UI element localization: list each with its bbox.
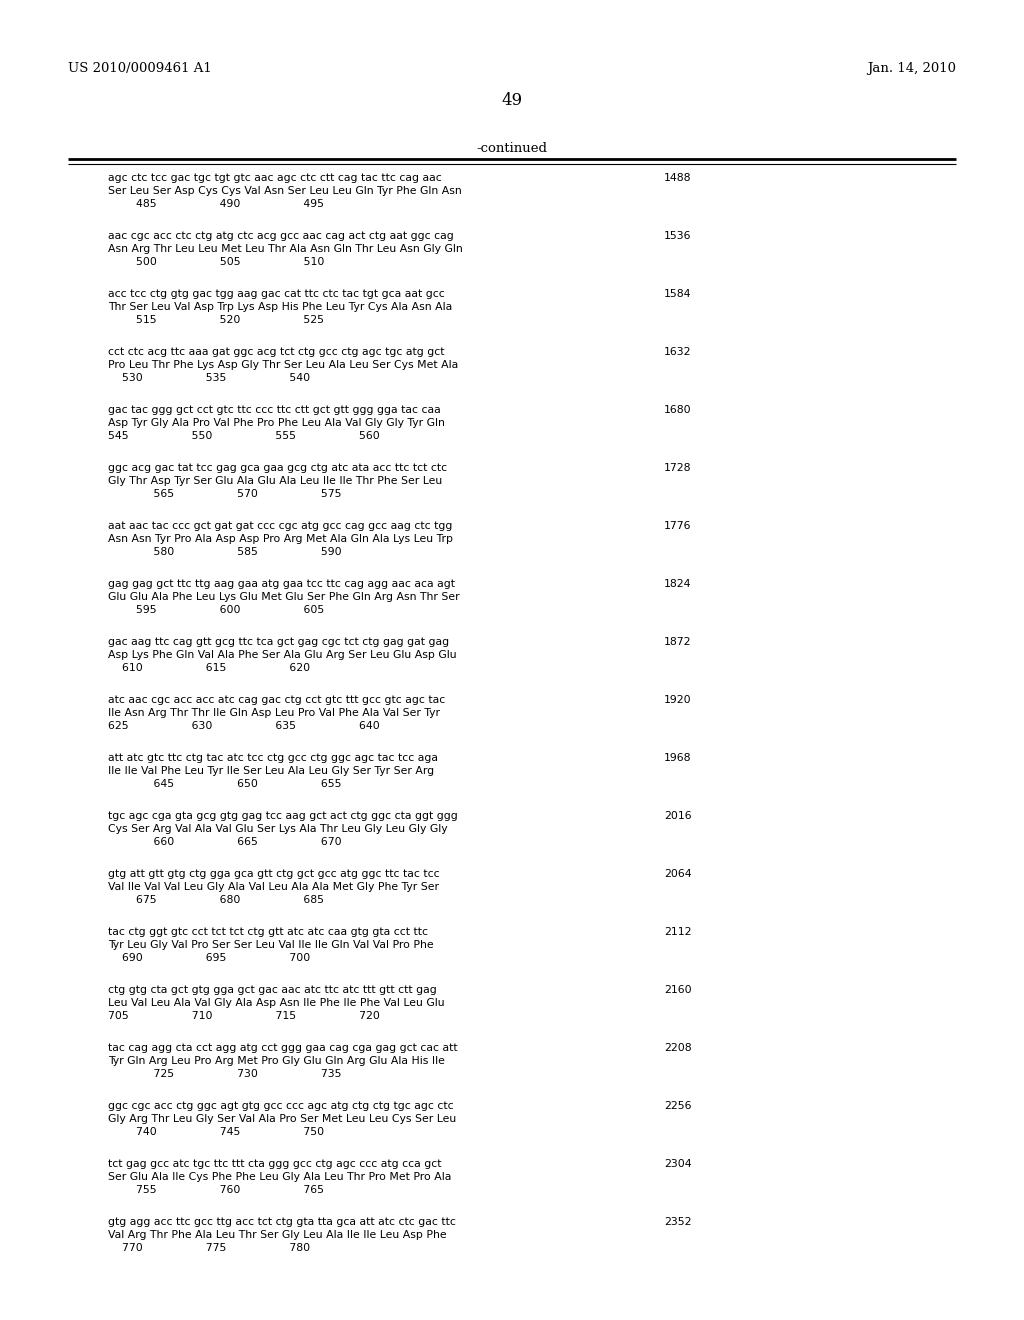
Text: acc tcc ctg gtg gac tgg aag gac cat ttc ctc tac tgt gca aat gcc: acc tcc ctg gtg gac tgg aag gac cat ttc … bbox=[108, 289, 444, 300]
Text: 485                  490                  495: 485 490 495 bbox=[108, 199, 324, 209]
Text: -continued: -continued bbox=[476, 143, 548, 154]
Text: Gly Arg Thr Leu Gly Ser Val Ala Pro Ser Met Leu Leu Cys Ser Leu: Gly Arg Thr Leu Gly Ser Val Ala Pro Ser … bbox=[108, 1114, 457, 1125]
Text: 2016: 2016 bbox=[664, 810, 691, 821]
Text: tct gag gcc atc tgc ttc ttt cta ggg gcc ctg agc ccc atg cca gct: tct gag gcc atc tgc ttc ttt cta ggg gcc … bbox=[108, 1159, 441, 1170]
Text: Asp Tyr Gly Ala Pro Val Phe Pro Phe Leu Ala Val Gly Gly Tyr Gln: Asp Tyr Gly Ala Pro Val Phe Pro Phe Leu … bbox=[108, 418, 444, 428]
Text: Jan. 14, 2010: Jan. 14, 2010 bbox=[867, 62, 956, 75]
Text: 1632: 1632 bbox=[664, 347, 691, 356]
Text: 675                  680                  685: 675 680 685 bbox=[108, 895, 324, 906]
Text: Ser Glu Ala Ile Cys Phe Phe Leu Gly Ala Leu Thr Pro Met Pro Ala: Ser Glu Ala Ile Cys Phe Phe Leu Gly Ala … bbox=[108, 1172, 452, 1181]
Text: Glu Glu Ala Phe Leu Lys Glu Met Glu Ser Phe Gln Arg Asn Thr Ser: Glu Glu Ala Phe Leu Lys Glu Met Glu Ser … bbox=[108, 591, 460, 602]
Text: tac cag agg cta cct agg atg cct ggg gaa cag cga gag gct cac att: tac cag agg cta cct agg atg cct ggg gaa … bbox=[108, 1043, 458, 1053]
Text: 515                  520                  525: 515 520 525 bbox=[108, 315, 324, 325]
Text: Gly Thr Asp Tyr Ser Glu Ala Glu Ala Leu Ile Ile Thr Phe Ser Leu: Gly Thr Asp Tyr Ser Glu Ala Glu Ala Leu … bbox=[108, 477, 442, 486]
Text: 595                  600                  605: 595 600 605 bbox=[108, 605, 325, 615]
Text: 1728: 1728 bbox=[664, 463, 691, 473]
Text: 2160: 2160 bbox=[664, 985, 691, 995]
Text: 1872: 1872 bbox=[664, 638, 691, 647]
Text: tgc agc cga gta gcg gtg gag tcc aag gct act ctg ggc cta ggt ggg: tgc agc cga gta gcg gtg gag tcc aag gct … bbox=[108, 810, 458, 821]
Text: tac ctg ggt gtc cct tct tct ctg gtt atc atc caa gtg gta cct ttc: tac ctg ggt gtc cct tct tct ctg gtt atc … bbox=[108, 927, 428, 937]
Text: 49: 49 bbox=[502, 92, 522, 110]
Text: 740                  745                  750: 740 745 750 bbox=[108, 1127, 325, 1137]
Text: atc aac cgc acc acc atc cag gac ctg cct gtc ttt gcc gtc agc tac: atc aac cgc acc acc atc cag gac ctg cct … bbox=[108, 696, 445, 705]
Text: aat aac tac ccc gct gat gat ccc cgc atg gcc cag gcc aag ctc tgg: aat aac tac ccc gct gat gat ccc cgc atg … bbox=[108, 521, 453, 531]
Text: gag gag gct ttc ttg aag gaa atg gaa tcc ttc cag agg aac aca agt: gag gag gct ttc ttg aag gaa atg gaa tcc … bbox=[108, 579, 455, 589]
Text: Val Ile Val Val Leu Gly Ala Val Leu Ala Ala Met Gly Phe Tyr Ser: Val Ile Val Val Leu Gly Ala Val Leu Ala … bbox=[108, 882, 439, 892]
Text: 645                  650                  655: 645 650 655 bbox=[108, 779, 341, 789]
Text: Asp Lys Phe Gln Val Ala Phe Ser Ala Glu Arg Ser Leu Glu Asp Glu: Asp Lys Phe Gln Val Ala Phe Ser Ala Glu … bbox=[108, 649, 457, 660]
Text: 1680: 1680 bbox=[664, 405, 691, 414]
Text: US 2010/0009461 A1: US 2010/0009461 A1 bbox=[68, 62, 212, 75]
Text: 705                  710                  715                  720: 705 710 715 720 bbox=[108, 1011, 380, 1020]
Text: 1776: 1776 bbox=[664, 521, 691, 531]
Text: 1968: 1968 bbox=[664, 752, 691, 763]
Text: 690                  695                  700: 690 695 700 bbox=[108, 953, 310, 964]
Text: 1536: 1536 bbox=[664, 231, 691, 242]
Text: 2304: 2304 bbox=[664, 1159, 691, 1170]
Text: Cys Ser Arg Val Ala Val Glu Ser Lys Ala Thr Leu Gly Leu Gly Gly: Cys Ser Arg Val Ala Val Glu Ser Lys Ala … bbox=[108, 824, 447, 834]
Text: 660                  665                  670: 660 665 670 bbox=[108, 837, 342, 847]
Text: 545                  550                  555                  560: 545 550 555 560 bbox=[108, 432, 380, 441]
Text: 770                  775                  780: 770 775 780 bbox=[108, 1243, 310, 1253]
Text: Leu Val Leu Ala Val Gly Ala Asp Asn Ile Phe Ile Phe Val Leu Glu: Leu Val Leu Ala Val Gly Ala Asp Asn Ile … bbox=[108, 998, 444, 1008]
Text: 755                  760                  765: 755 760 765 bbox=[108, 1185, 324, 1195]
Text: 2112: 2112 bbox=[664, 927, 691, 937]
Text: ggc cgc acc ctg ggc agt gtg gcc ccc agc atg ctg ctg tgc agc ctc: ggc cgc acc ctg ggc agt gtg gcc ccc agc … bbox=[108, 1101, 454, 1111]
Text: Tyr Gln Arg Leu Pro Arg Met Pro Gly Glu Gln Arg Glu Ala His Ile: Tyr Gln Arg Leu Pro Arg Met Pro Gly Glu … bbox=[108, 1056, 444, 1067]
Text: ggc acg gac tat tcc gag gca gaa gcg ctg atc ata acc ttc tct ctc: ggc acg gac tat tcc gag gca gaa gcg ctg … bbox=[108, 463, 447, 473]
Text: agc ctc tcc gac tgc tgt gtc aac agc ctc ctt cag tac ttc cag aac: agc ctc tcc gac tgc tgt gtc aac agc ctc … bbox=[108, 173, 441, 183]
Text: 610                  615                  620: 610 615 620 bbox=[108, 663, 310, 673]
Text: 1584: 1584 bbox=[664, 289, 691, 300]
Text: att atc gtc ttc ctg tac atc tcc ctg gcc ctg ggc agc tac tcc aga: att atc gtc ttc ctg tac atc tcc ctg gcc … bbox=[108, 752, 438, 763]
Text: 580                  585                  590: 580 585 590 bbox=[108, 546, 342, 557]
Text: Ile Ile Val Phe Leu Tyr Ile Ser Leu Ala Leu Gly Ser Tyr Ser Arg: Ile Ile Val Phe Leu Tyr Ile Ser Leu Ala … bbox=[108, 766, 434, 776]
Text: 725                  730                  735: 725 730 735 bbox=[108, 1069, 341, 1078]
Text: 500                  505                  510: 500 505 510 bbox=[108, 257, 325, 267]
Text: 1824: 1824 bbox=[664, 579, 691, 589]
Text: gtg agg acc ttc gcc ttg acc tct ctg gta tta gca att atc ctc gac ttc: gtg agg acc ttc gcc ttg acc tct ctg gta … bbox=[108, 1217, 456, 1228]
Text: 565                  570                  575: 565 570 575 bbox=[108, 488, 341, 499]
Text: 1488: 1488 bbox=[664, 173, 691, 183]
Text: Ile Asn Arg Thr Thr Ile Gln Asp Leu Pro Val Phe Ala Val Ser Tyr: Ile Asn Arg Thr Thr Ile Gln Asp Leu Pro … bbox=[108, 708, 440, 718]
Text: 2208: 2208 bbox=[664, 1043, 691, 1053]
Text: Asn Asn Tyr Pro Ala Asp Asp Pro Arg Met Ala Gln Ala Lys Leu Trp: Asn Asn Tyr Pro Ala Asp Asp Pro Arg Met … bbox=[108, 535, 453, 544]
Text: Thr Ser Leu Val Asp Trp Lys Asp His Phe Leu Tyr Cys Ala Asn Ala: Thr Ser Leu Val Asp Trp Lys Asp His Phe … bbox=[108, 302, 453, 312]
Text: ctg gtg cta gct gtg gga gct gac aac atc ttc atc ttt gtt ctt gag: ctg gtg cta gct gtg gga gct gac aac atc … bbox=[108, 985, 437, 995]
Text: 2256: 2256 bbox=[664, 1101, 691, 1111]
Text: Val Arg Thr Phe Ala Leu Thr Ser Gly Leu Ala Ile Ile Leu Asp Phe: Val Arg Thr Phe Ala Leu Thr Ser Gly Leu … bbox=[108, 1230, 446, 1239]
Text: 2352: 2352 bbox=[664, 1217, 691, 1228]
Text: 625                  630                  635                  640: 625 630 635 640 bbox=[108, 721, 380, 731]
Text: aac cgc acc ctc ctg atg ctc acg gcc aac cag act ctg aat ggc cag: aac cgc acc ctc ctg atg ctc acg gcc aac … bbox=[108, 231, 454, 242]
Text: Tyr Leu Gly Val Pro Ser Ser Leu Val Ile Ile Gln Val Val Pro Phe: Tyr Leu Gly Val Pro Ser Ser Leu Val Ile … bbox=[108, 940, 433, 950]
Text: gac tac ggg gct cct gtc ttc ccc ttc ctt gct gtt ggg gga tac caa: gac tac ggg gct cct gtc ttc ccc ttc ctt … bbox=[108, 405, 440, 414]
Text: 2064: 2064 bbox=[664, 869, 691, 879]
Text: Pro Leu Thr Phe Lys Asp Gly Thr Ser Leu Ala Leu Ser Cys Met Ala: Pro Leu Thr Phe Lys Asp Gly Thr Ser Leu … bbox=[108, 360, 459, 370]
Text: Ser Leu Ser Asp Cys Cys Val Asn Ser Leu Leu Gln Tyr Phe Gln Asn: Ser Leu Ser Asp Cys Cys Val Asn Ser Leu … bbox=[108, 186, 462, 195]
Text: Asn Arg Thr Leu Leu Met Leu Thr Ala Asn Gln Thr Leu Asn Gly Gln: Asn Arg Thr Leu Leu Met Leu Thr Ala Asn … bbox=[108, 244, 463, 253]
Text: 1920: 1920 bbox=[664, 696, 691, 705]
Text: gtg att gtt gtg ctg gga gca gtt ctg gct gcc atg ggc ttc tac tcc: gtg att gtt gtg ctg gga gca gtt ctg gct … bbox=[108, 869, 439, 879]
Text: gac aag ttc cag gtt gcg ttc tca gct gag cgc tct ctg gag gat gag: gac aag ttc cag gtt gcg ttc tca gct gag … bbox=[108, 638, 450, 647]
Text: cct ctc acg ttc aaa gat ggc acg tct ctg gcc ctg agc tgc atg gct: cct ctc acg ttc aaa gat ggc acg tct ctg … bbox=[108, 347, 444, 356]
Text: 530                  535                  540: 530 535 540 bbox=[108, 374, 310, 383]
